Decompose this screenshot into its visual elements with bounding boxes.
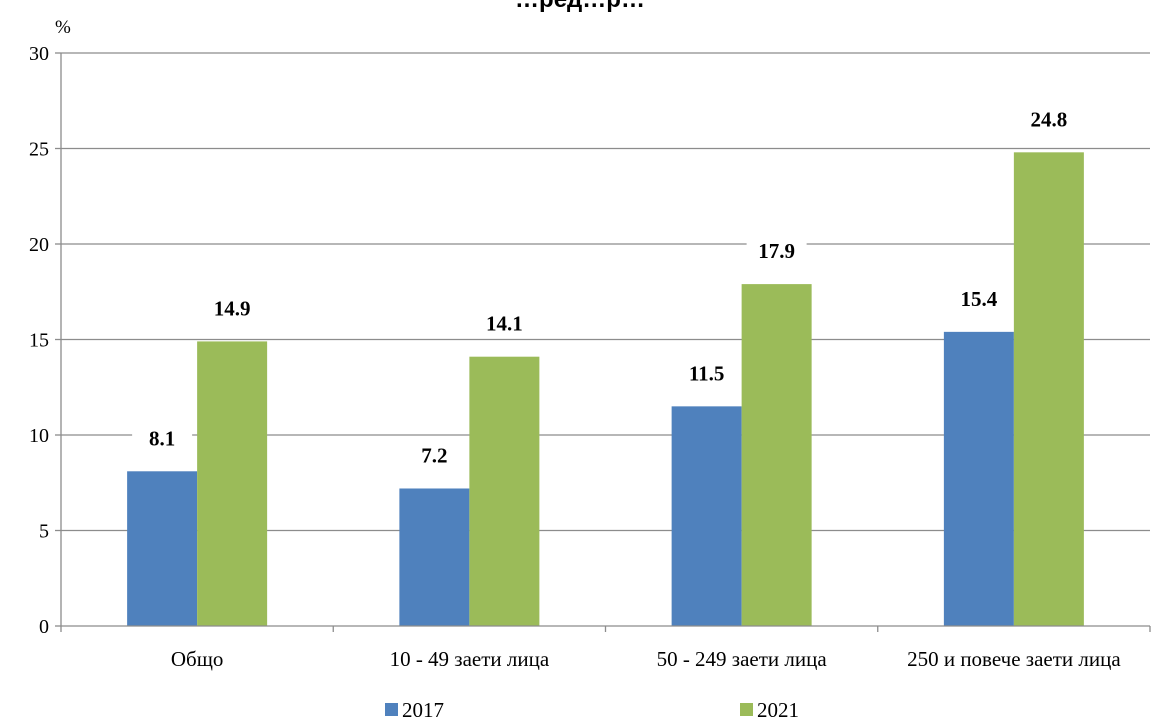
y-tick-label: 20 [29, 234, 49, 256]
data-label: 14.9 [214, 296, 251, 320]
bar-2021 [197, 341, 268, 626]
category-label: 10 - 49 заети лица [390, 647, 550, 671]
data-label-background [676, 356, 737, 387]
y-axis-unit-label: % [55, 17, 71, 38]
bar-2017 [671, 406, 742, 626]
data-label: 17.9 [758, 239, 795, 263]
data-label: 14.1 [486, 312, 523, 336]
bar-2021 [741, 284, 812, 626]
data-label-background [202, 291, 263, 322]
y-tick-label: 0 [39, 616, 49, 638]
y-tick-label: 25 [29, 139, 49, 161]
data-label-background [1018, 102, 1079, 133]
bar-2021 [469, 356, 540, 626]
legend: 2017 2021 [385, 698, 799, 722]
data-label: 24.8 [1031, 107, 1068, 131]
bars-group: 8.1 14.9 7.2 14.1 11.5 17.9 15.4 24.8 [127, 102, 1084, 626]
y-tick-label: 5 [39, 521, 49, 543]
category-label: Общо [171, 647, 224, 671]
chart-title: …ред…р… [515, 0, 645, 13]
data-label-background [404, 438, 465, 469]
category-label: 250 и повече заети лица [907, 647, 1121, 671]
legend-swatch [385, 703, 398, 716]
y-tick-label: 15 [29, 330, 49, 352]
data-label-background [474, 306, 535, 337]
data-label: 8.1 [149, 426, 175, 450]
data-label-background [948, 281, 1009, 312]
data-label: 7.2 [421, 443, 447, 467]
data-label-background [132, 421, 193, 452]
axes: 0 5 10 15 20 25 30 Общо 10 - 49 заети лица 50 - 2… [29, 43, 1151, 671]
legend-label: 2021 [757, 698, 799, 722]
y-tick-label: 10 [29, 425, 49, 447]
legend-swatch [740, 703, 753, 716]
category-label: 50 - 249 заети лица [657, 647, 828, 671]
y-tick-label: 30 [29, 43, 49, 65]
data-label-background [746, 234, 807, 265]
bar-2017 [127, 471, 198, 626]
bar-2017 [943, 331, 1014, 626]
data-label: 11.5 [689, 361, 725, 385]
bar-2021 [1013, 152, 1084, 626]
data-label: 15.4 [961, 287, 998, 311]
bar-2017 [399, 488, 470, 626]
legend-label: 2017 [402, 698, 444, 722]
